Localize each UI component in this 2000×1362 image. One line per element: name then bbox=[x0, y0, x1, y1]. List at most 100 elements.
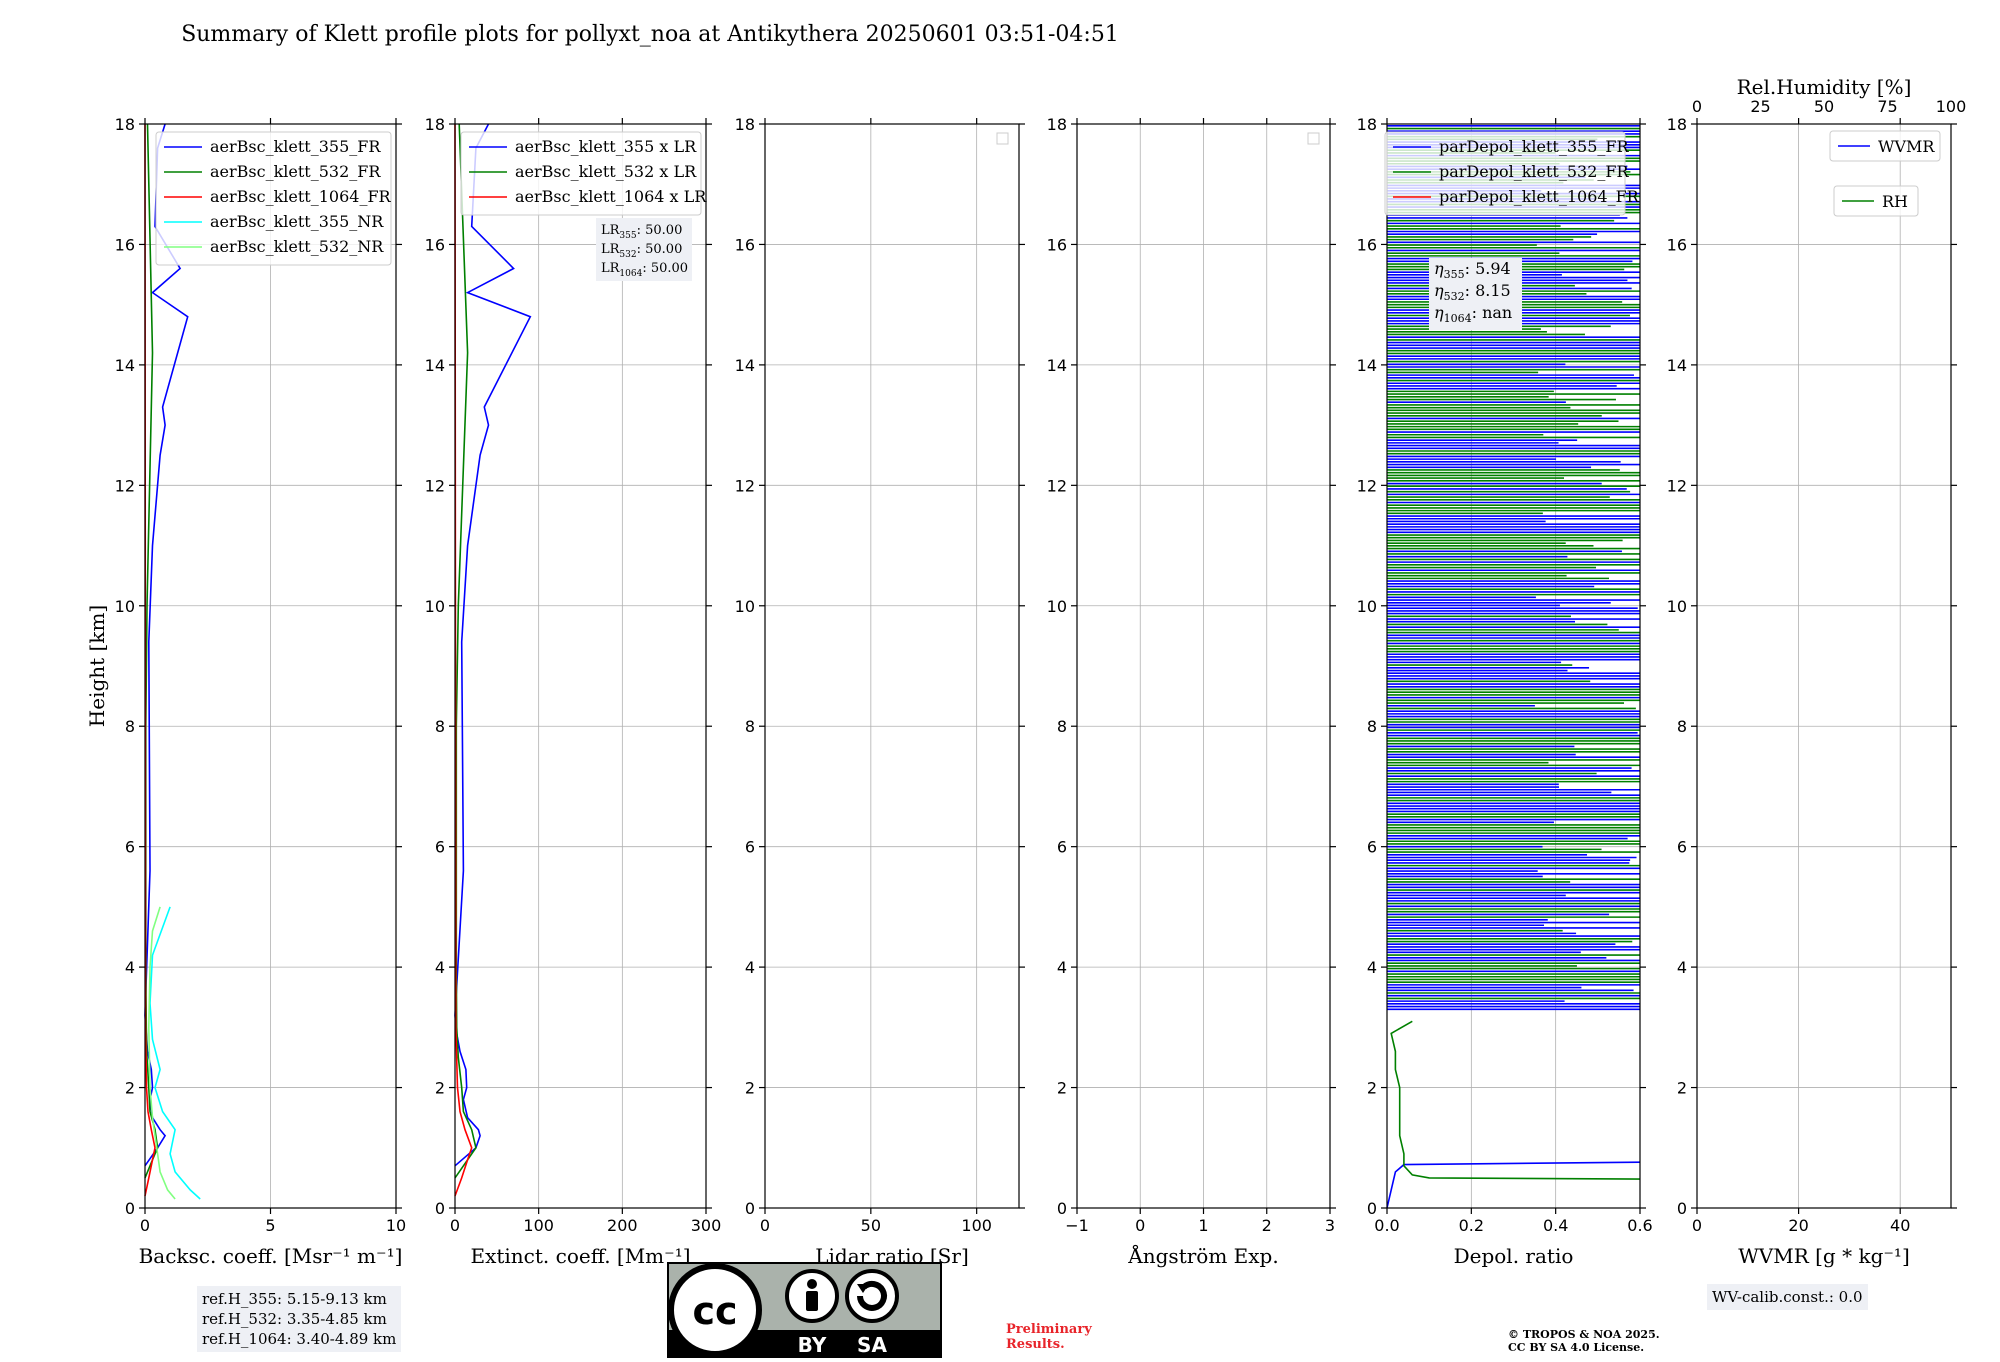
legend-label: aerBsc_klett_1064 x LR bbox=[515, 187, 707, 206]
top-x-tick-label: 100 bbox=[1936, 97, 1967, 116]
y-tick-label: 6 bbox=[1677, 838, 1687, 857]
series-line-aerBsc_klett_532_NR bbox=[147, 906, 176, 1200]
y-tick-label: 4 bbox=[1367, 958, 1377, 977]
y-tick-label: 0 bbox=[1367, 1199, 1377, 1218]
x-tick-label: 5 bbox=[265, 1216, 275, 1235]
x-tick-label: 300 bbox=[691, 1216, 722, 1235]
y-tick-label: 0 bbox=[1057, 1199, 1067, 1218]
x-tick-label: 2 bbox=[1262, 1216, 1272, 1235]
x-tick-label: −1 bbox=[1065, 1216, 1089, 1235]
y-tick-label: 18 bbox=[735, 115, 755, 134]
legend: aerBsc_klett_355 x LR aerBsc_klett_532 x … bbox=[460, 131, 707, 216]
y-tick-label: 6 bbox=[745, 838, 755, 857]
annotation-box bbox=[1429, 258, 1522, 330]
y-tick-label: 4 bbox=[1677, 958, 1687, 977]
y-tick-label: 2 bbox=[125, 1079, 135, 1098]
series-line-aerBsc_klett_532 x LR bbox=[454, 123, 477, 1179]
annotation-line: LR1064: 50.00 bbox=[601, 261, 688, 279]
depol-noise-region bbox=[1387, 125, 1640, 1011]
figure-title: Summary of Klett profile plots for polly… bbox=[181, 22, 1119, 47]
y-tick-label: 12 bbox=[1047, 476, 1067, 495]
series-line-aerBsc_klett_532_FR bbox=[144, 123, 159, 1179]
refh-532-text: ref.H_532: 3.35-4.85 km bbox=[202, 1310, 387, 1328]
series-line-aerBsc_klett_1064_FR bbox=[144, 123, 156, 1197]
panel-frame bbox=[1386, 123, 1641, 1209]
legend: parDepol_klett_355_FR parDepol_klett_532_… bbox=[1384, 131, 1640, 216]
legend-label: parDepol_klett_532_FR bbox=[1439, 162, 1630, 181]
y-tick-label: 12 bbox=[1357, 476, 1377, 495]
annotation-line: LR532: 50.00 bbox=[601, 242, 682, 260]
y-tick-label: 6 bbox=[1057, 838, 1067, 857]
x-axis-label: Extinct. coeff. [Mm⁻¹] bbox=[470, 1244, 690, 1268]
x-tick-label: 1 bbox=[1198, 1216, 1208, 1235]
y-tick-label: 6 bbox=[435, 838, 445, 857]
panel-frame bbox=[1696, 123, 1952, 1209]
y-tick-label: 18 bbox=[1047, 115, 1067, 134]
legend-box bbox=[460, 131, 702, 216]
cc-mark-text: cc bbox=[692, 1289, 737, 1333]
empty-legend-box bbox=[1307, 132, 1320, 145]
y-tick-label: 4 bbox=[435, 958, 445, 977]
legend-label: aerBsc_klett_355 x LR bbox=[515, 137, 697, 156]
y-tick-label: 10 bbox=[425, 597, 445, 616]
y-tick-label: 6 bbox=[125, 838, 135, 857]
y-tick-label: 12 bbox=[735, 476, 755, 495]
top-x-axis-label: Rel.Humidity [%] bbox=[1737, 75, 1912, 99]
y-tick-label: 8 bbox=[1367, 717, 1377, 736]
y-tick-label: 0 bbox=[745, 1199, 755, 1218]
legend: aerBsc_klett_355_FR aerBsc_klett_532_FRae… bbox=[155, 131, 392, 266]
y-tick-label: 14 bbox=[425, 356, 445, 375]
y-tick-label: 16 bbox=[735, 235, 755, 254]
x-tick-label: 0 bbox=[450, 1216, 460, 1235]
x-axis-label: Depol. ratio bbox=[1454, 1244, 1574, 1268]
y-tick-label: 10 bbox=[735, 597, 755, 616]
y-tick-label: 16 bbox=[1667, 235, 1687, 254]
y-tick-label: 2 bbox=[1677, 1079, 1687, 1098]
y-tick-label: 0 bbox=[435, 1199, 445, 1218]
y-tick-label: 8 bbox=[1057, 717, 1067, 736]
y-tick-label: 12 bbox=[115, 476, 135, 495]
series-line-aerBsc_klett_1064 x LR bbox=[454, 123, 473, 1197]
legend-rh: RH bbox=[1833, 185, 1919, 217]
y-tick-label: 10 bbox=[1667, 597, 1687, 616]
x-tick-label: 100 bbox=[523, 1216, 554, 1235]
sa-label: SA bbox=[857, 1333, 887, 1357]
annotation-line: η355: 5.94 bbox=[1434, 259, 1511, 281]
series-line-aerBsc_klett_355_NR bbox=[149, 906, 201, 1200]
y-tick-label: 16 bbox=[425, 235, 445, 254]
x-axis-label: Ångström Exp. bbox=[1127, 1243, 1278, 1268]
legend-label: aerBsc_klett_532 x LR bbox=[515, 162, 697, 181]
y-tick-label: 14 bbox=[115, 356, 135, 375]
y-tick-label: 18 bbox=[425, 115, 445, 134]
x-tick-label: 200 bbox=[607, 1216, 638, 1235]
copyright-line-2: CC BY SA 4.0 License. bbox=[1508, 1341, 1645, 1354]
panel-frame bbox=[764, 123, 1020, 1209]
y-tick-label: 18 bbox=[1667, 115, 1687, 134]
refh-355-text: ref.H_355: 5.15-9.13 km bbox=[202, 1290, 387, 1308]
y-tick-label: 4 bbox=[125, 958, 135, 977]
preliminary-line-2: Results. bbox=[1006, 1337, 1065, 1352]
y-tick-label: 8 bbox=[435, 717, 445, 736]
cc-icon bbox=[668, 1263, 762, 1357]
x-tick-label: 0.6 bbox=[1627, 1216, 1652, 1235]
y-tick-label: 18 bbox=[115, 115, 135, 134]
y-tick-label: 4 bbox=[745, 958, 755, 977]
y-tick-label: 16 bbox=[115, 235, 135, 254]
y-tick-label: 10 bbox=[115, 597, 135, 616]
x-tick-label: 0.0 bbox=[1374, 1216, 1399, 1235]
x-tick-label: 100 bbox=[961, 1216, 992, 1235]
y-tick-label: 16 bbox=[1357, 235, 1377, 254]
series-line-aerBsc_klett_355 x LR bbox=[454, 123, 532, 1167]
copyright-line-1: © TROPOS & NOA 2025. bbox=[1508, 1328, 1660, 1341]
y-tick-label: 18 bbox=[1357, 115, 1377, 134]
sa-share-icon bbox=[845, 1269, 899, 1323]
legend-label: aerBsc_klett_532_FR bbox=[210, 162, 381, 181]
panel-depol: 0 2 4 6 8 10 12 14 16 18 0.0 0.2 0.4 0.6 Depol. ratio p… bbox=[1357, 115, 1653, 1268]
annotation-line: η532: 8.15 bbox=[1434, 281, 1511, 303]
y-tick-label: 2 bbox=[1057, 1079, 1067, 1098]
x-tick-label: 50 bbox=[861, 1216, 881, 1235]
x-tick-label: 0 bbox=[140, 1216, 150, 1235]
